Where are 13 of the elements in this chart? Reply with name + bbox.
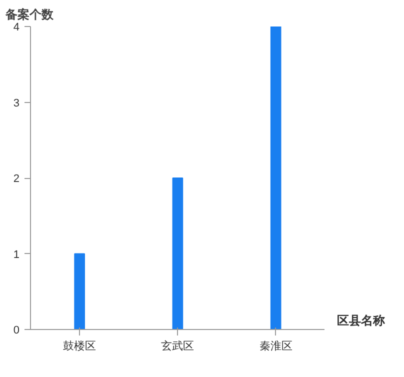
y-tick-label: 1 [13, 248, 20, 261]
bar [172, 178, 184, 330]
x-tick-label: 秦淮区 [259, 340, 292, 352]
y-tick-label: 2 [13, 173, 20, 185]
y-tick-label: 3 [13, 97, 20, 110]
x-tick-label: 鼓楼区 [63, 340, 96, 352]
x-tick-label: 玄武区 [161, 340, 194, 352]
bar [270, 26, 282, 330]
y-tick-label: 0 [13, 324, 20, 336]
x-axis-title: 区县名称 [336, 314, 386, 328]
y-axis-title: 备案个数 [4, 8, 54, 22]
y-tick-label: 4 [13, 22, 20, 34]
bar [74, 253, 85, 330]
